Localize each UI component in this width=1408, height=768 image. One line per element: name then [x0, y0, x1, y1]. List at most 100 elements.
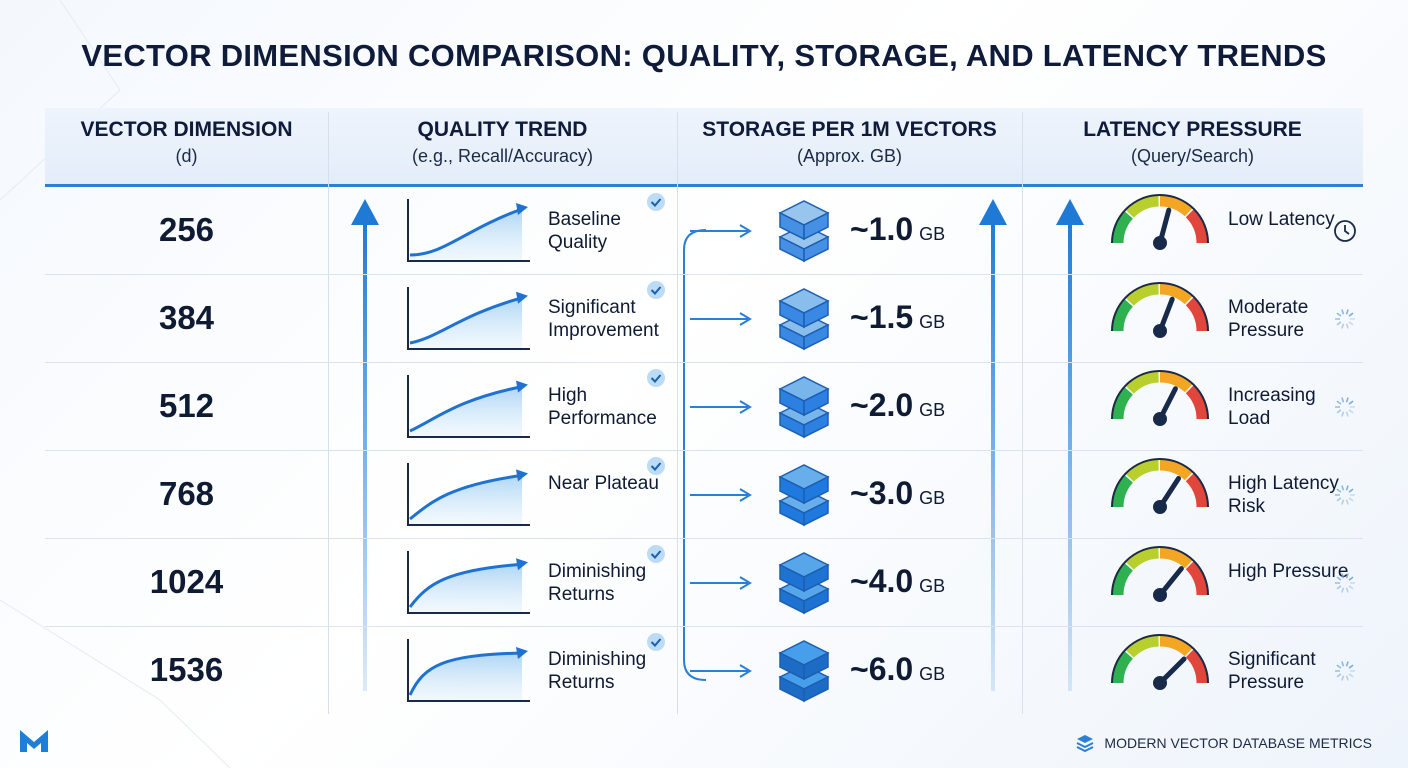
latency-icon: [1335, 485, 1355, 505]
check-icon: [647, 545, 665, 563]
storage-arrow: [690, 576, 752, 590]
dimension: 384: [158, 299, 215, 336]
column-header: VECTOR DIMENSION (d): [45, 118, 328, 167]
storage-unit: GB: [919, 312, 946, 332]
column-subtitle: (d): [175, 146, 198, 166]
quality-label: Baseline Quality: [548, 209, 621, 253]
check-icon: [647, 193, 665, 211]
storage-arrow: [690, 312, 752, 326]
footer: MODERN VECTOR DATABASE METRICS: [1104, 735, 1372, 751]
latency-label: Significant Pressure: [1228, 649, 1316, 693]
quality-label: Diminishing Returns: [548, 649, 647, 693]
storage-cube: [778, 376, 830, 439]
latency-label: Moderate Pressure: [1228, 297, 1309, 341]
storage-connector: [683, 229, 706, 681]
quality-chart: [407, 199, 530, 262]
storage-unit: GB: [919, 224, 946, 244]
storage-value: ~6.0 GB: [850, 651, 945, 688]
check-icon: [647, 633, 665, 651]
quality-chart: [407, 375, 530, 438]
storage-value: ~1.0 GB: [850, 211, 945, 248]
quality-chart: [407, 463, 530, 526]
storage-value: ~4.0 GB: [850, 563, 945, 600]
column-subtitle: (Approx. GB): [796, 146, 903, 166]
storage-number: ~3.0: [850, 475, 914, 511]
storage-cube: [778, 200, 830, 263]
dimension: 512: [158, 387, 215, 424]
column-subtitle: (e.g., Recall/Accuracy): [411, 146, 594, 166]
column-subtitle: (Query/Search): [1130, 146, 1255, 166]
storage-cube: [778, 640, 830, 703]
latency-gauge: [1111, 546, 1209, 602]
check-icon: [647, 281, 665, 299]
column-separator: [1022, 112, 1023, 714]
column-title: QUALITY TREND: [417, 118, 588, 141]
storage-cube: [778, 464, 830, 527]
column-header: STORAGE PER 1M VECTORS (Approx. GB): [677, 118, 1022, 167]
check-icon: [647, 369, 665, 387]
latency-icon: [1335, 573, 1355, 593]
storage-arrow: [690, 400, 752, 414]
column-separator: [328, 112, 329, 714]
latency-gauge: [1111, 458, 1209, 514]
storage-cube: [778, 552, 830, 615]
column-title: VECTOR DIMENSION: [80, 118, 293, 141]
logo: [20, 730, 48, 752]
latency-label: High Latency Risk: [1228, 473, 1339, 517]
latency-gauge: [1111, 282, 1209, 338]
latency-trend-arrow: [1056, 199, 1084, 691]
latency-gauge: [1111, 194, 1209, 250]
latency-label: High Pressure: [1228, 561, 1349, 582]
storage-unit: GB: [919, 664, 946, 684]
storage-unit: GB: [919, 576, 946, 596]
latency-icon: [1334, 220, 1356, 242]
storage-unit: GB: [919, 488, 946, 508]
quality-label: Diminishing Returns: [548, 561, 647, 605]
quality-label: Near Plateau: [548, 473, 659, 494]
footer-icon: [1076, 735, 1094, 753]
storage-number: ~1.5: [850, 299, 914, 335]
storage-value: ~3.0 GB: [850, 475, 945, 512]
storage-value: ~1.5 GB: [850, 299, 945, 336]
column-separator: [677, 112, 678, 714]
quality-chart: [407, 639, 530, 702]
column-title: LATENCY PRESSURE: [1083, 118, 1302, 141]
storage-value: ~2.0 GB: [850, 387, 945, 424]
storage-number: ~2.0: [850, 387, 914, 423]
row-separator: [45, 362, 1363, 363]
storage-unit: GB: [919, 400, 946, 420]
title: VECTOR DIMENSION COMPARISON: QUALITY, ST…: [81, 38, 1327, 73]
dimension: 1024: [149, 563, 224, 600]
row-separator: [45, 626, 1363, 627]
check-icon: [647, 457, 665, 475]
row-separator: [45, 538, 1363, 539]
dimension: 256: [158, 211, 215, 248]
latency-icon: [1335, 309, 1355, 329]
column-title: STORAGE PER 1M VECTORS: [702, 118, 997, 141]
storage-number: ~1.0: [850, 211, 914, 247]
column-header: QUALITY TREND (e.g., Recall/Accuracy): [328, 118, 677, 167]
column-header: LATENCY PRESSURE (Query/Search): [1022, 118, 1363, 167]
header-band: [45, 108, 1363, 187]
latency-label: Increasing Load: [1228, 385, 1316, 429]
row-separator: [45, 274, 1363, 275]
quality-trend-arrow: [351, 199, 379, 691]
latency-icon: [1335, 661, 1355, 681]
storage-number: ~6.0: [850, 651, 914, 687]
dimension: 1536: [149, 651, 224, 688]
quality-label: High Performance: [548, 385, 657, 429]
quality-label: Significant Improvement: [548, 297, 659, 341]
latency-label: Low Latency: [1228, 209, 1335, 230]
storage-arrow: [690, 664, 752, 678]
storage-trend-arrow: [979, 199, 1007, 691]
dimension: 768: [158, 475, 215, 512]
storage-cube: [778, 288, 830, 351]
latency-gauge: [1111, 370, 1209, 426]
latency-icon: [1335, 397, 1355, 417]
row-separator: [45, 450, 1363, 451]
storage-arrow: [690, 224, 752, 238]
storage-arrow: [690, 488, 752, 502]
storage-number: ~4.0: [850, 563, 914, 599]
